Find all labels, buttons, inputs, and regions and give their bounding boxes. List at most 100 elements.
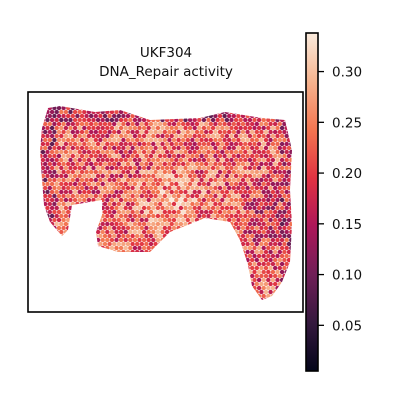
spot [277,273,282,279]
spot [125,161,131,167]
plot-frame [27,91,304,313]
spot [224,165,230,171]
spot [243,173,248,179]
spot [125,177,131,183]
spot [121,233,126,239]
spot [141,205,147,211]
spot [57,98,61,102]
spot [275,133,280,139]
spot [213,273,218,279]
spot [238,189,243,195]
spot [247,197,253,203]
spot [77,109,82,115]
spot [89,161,94,167]
spot [132,181,138,187]
spot [47,241,52,247]
spot [114,253,119,259]
spot [206,157,211,163]
spot [128,125,133,131]
spot [277,201,282,207]
spot [89,241,94,247]
spot [40,125,46,131]
spot [183,213,188,219]
spot [36,302,40,306]
spot [43,209,48,215]
spot [54,285,59,291]
spot [144,137,149,143]
spot [153,297,158,300]
spot [40,173,41,179]
spot [266,106,271,107]
spot [208,225,213,231]
spot [139,209,144,215]
spot [256,117,262,123]
spot [40,277,46,283]
spot [105,157,110,163]
spot [208,201,213,207]
spot [206,293,211,299]
spot [289,173,292,179]
spot [146,173,151,179]
spot [63,109,69,115]
spot [201,106,207,107]
spot [209,98,213,102]
spot [243,133,248,139]
spot [130,106,135,111]
spot [213,297,218,300]
spot [82,106,87,107]
spot [164,189,170,195]
spot [98,265,103,271]
spot [229,165,234,171]
spot [277,233,282,239]
spot [169,157,174,163]
spot [194,273,200,279]
spot [213,106,218,111]
spot [201,293,207,299]
spot [100,213,105,219]
spot [61,265,66,271]
spot [206,285,211,291]
spot [170,302,174,306]
spot [227,289,232,295]
spot [233,117,239,123]
spot [178,141,184,147]
spot [77,245,82,251]
spot [210,293,216,299]
spot [84,257,89,263]
spot [125,249,131,255]
spot [137,253,142,259]
spot [171,106,177,111]
spot [250,249,255,255]
spot [89,217,94,223]
spot [100,205,105,211]
spot [266,302,270,306]
spot [233,269,239,275]
spot [148,289,154,295]
spot [181,217,186,223]
spot [229,125,234,131]
spot [63,285,69,291]
spot [273,177,278,183]
spot [176,273,181,279]
spot [273,209,278,215]
spot [240,281,246,287]
spot [256,229,262,235]
spot [291,145,292,151]
spot [164,245,170,251]
spot [66,161,71,167]
spot [105,302,109,306]
spot [229,149,234,155]
spot [268,249,273,255]
spot [233,165,239,171]
spot [79,106,85,111]
spot [132,117,138,123]
spot [197,293,202,299]
spot [192,165,197,171]
spot [227,145,232,151]
spot [95,125,101,131]
spot [217,249,223,255]
spot [132,109,138,115]
spot [86,157,92,163]
spot [268,265,273,271]
spot [275,245,280,251]
